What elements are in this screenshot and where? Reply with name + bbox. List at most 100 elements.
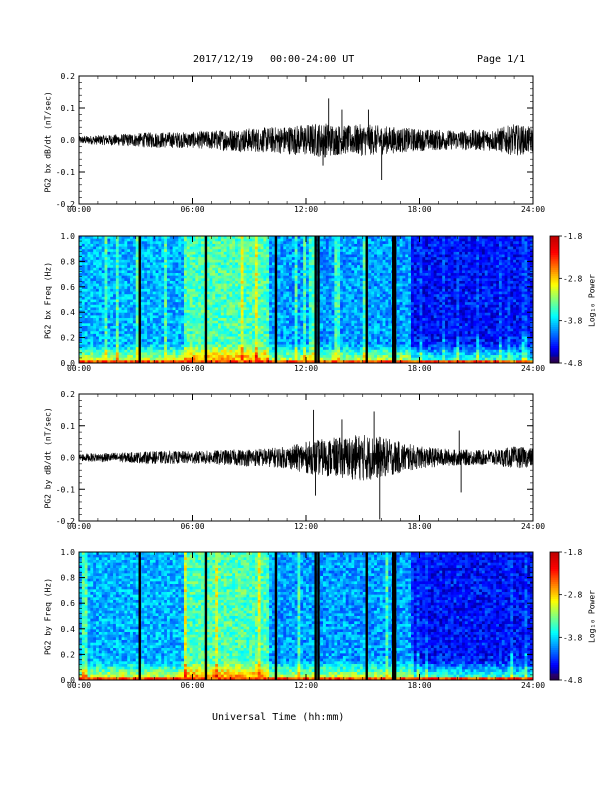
x-tick-label: 18:00 [407, 681, 431, 690]
colorbar-cell [550, 663, 559, 666]
colorbar-cell [550, 593, 559, 596]
colorbar-frame [550, 236, 559, 363]
colorbar-cell [550, 575, 559, 578]
colorbar-cell [550, 325, 559, 328]
colorbar-cell [550, 597, 559, 600]
colorbar-cell [550, 637, 559, 640]
x-tick-label: 18:00 [407, 205, 431, 214]
x-tick-label: 00:00 [67, 205, 91, 214]
x-tick-label: 00:00 [67, 681, 91, 690]
x-tick-label: 12:00 [294, 364, 318, 373]
colorbar-cell [550, 323, 559, 326]
colorbar-cell [550, 669, 559, 672]
colorbar-cell [550, 595, 559, 598]
y-tick-label: 0.6 [61, 599, 76, 608]
colorbar-cell [550, 654, 559, 657]
chart-date: 2017/12/19 [193, 54, 253, 65]
colorbar-cell [550, 249, 559, 252]
colorbar-cell [550, 674, 559, 677]
colorbar-cell [550, 567, 559, 570]
colorbar-cell [550, 261, 559, 264]
colorbar-cell [550, 289, 559, 292]
bx-colorbar-label: Log₁₀ Power [588, 261, 597, 341]
colorbar-cell [550, 302, 559, 305]
colorbar-tick-label: -3.8 [563, 633, 582, 642]
colorbar-cell [550, 236, 559, 239]
colorbar-tick-label: -4.8 [563, 359, 582, 368]
colorbar-cell [550, 304, 559, 307]
colorbar-cell [550, 657, 559, 660]
colorbar-cell [550, 610, 559, 613]
data-gap [394, 236, 396, 363]
colorbar-cell [550, 344, 559, 347]
colorbar-cell [550, 665, 559, 668]
colorbar-cell [550, 338, 559, 341]
colorbar-cell [550, 272, 559, 275]
y-tick-label: 0.1 [61, 422, 76, 431]
x-tick-label: 06:00 [180, 522, 204, 531]
colorbar-cell [550, 565, 559, 568]
colorbar-cell [550, 652, 559, 655]
x-tick-label: 06:00 [180, 205, 204, 214]
colorbar-cell [550, 335, 559, 338]
colorbar-cell [550, 270, 559, 273]
colorbar-tick-label: -3.8 [563, 317, 582, 326]
colorbar-cell [550, 586, 559, 589]
colorbar-cell [550, 359, 559, 362]
colorbar-cell [550, 616, 559, 619]
by-timeseries-ylabel: PG2 by dB/dt (nT/sec) [44, 409, 53, 509]
colorbar-frame [550, 552, 559, 680]
colorbar-cell [550, 667, 559, 670]
y-tick-label: 0.4 [61, 625, 76, 634]
colorbar-cell [550, 578, 559, 581]
colorbar-cell [550, 331, 559, 334]
bx-spectrogram-ylabel: PG2 bx Freq (Hz) [44, 251, 53, 351]
signal-trace [79, 124, 533, 158]
colorbar-cell [550, 295, 559, 298]
colorbar-cell [550, 582, 559, 585]
colorbar-cell [550, 264, 559, 267]
x-tick-label: 12:00 [294, 522, 318, 531]
colorbar-cell [550, 321, 559, 324]
colorbar-cell [550, 308, 559, 311]
colorbar-cell [550, 659, 559, 662]
data-gap [275, 552, 277, 680]
plot-frame [79, 76, 533, 204]
spectrogram-cells [79, 236, 533, 363]
colorbar-cell [550, 310, 559, 313]
colorbar-cell [550, 247, 559, 250]
colorbar-cell [550, 618, 559, 621]
colorbar-cell [550, 573, 559, 576]
y-tick-label: 0.2 [61, 334, 76, 343]
x-tick-label: 00:00 [67, 364, 91, 373]
y-tick-label: 0.0 [61, 676, 76, 685]
colorbar-cell [550, 556, 559, 559]
colorbar-cell [550, 571, 559, 574]
colorbar-cell [550, 646, 559, 649]
colorbar-cell [550, 590, 559, 593]
x-tick-label: 18:00 [407, 364, 431, 373]
colorbar-cell [550, 306, 559, 309]
colorbar-cell [550, 352, 559, 355]
colorbar-cell [550, 297, 559, 300]
colorbar-cell [550, 625, 559, 628]
by-colorbar-label: Log₁₀ Power [588, 577, 597, 657]
data-gap [317, 552, 319, 680]
colorbar-cell [550, 266, 559, 269]
y-tick-label: 0.2 [61, 390, 76, 399]
colorbar-cell [550, 569, 559, 572]
data-gap [392, 236, 394, 363]
colorbar-cell [550, 291, 559, 294]
data-gap [317, 236, 319, 363]
colorbar-cell [550, 319, 559, 322]
colorbar-cell [550, 346, 559, 349]
colorbar-cell [550, 676, 559, 679]
y-tick-label: 0.2 [61, 650, 76, 659]
colorbar-cell [550, 240, 559, 243]
data-gap [392, 552, 394, 680]
colorbar-cell [550, 274, 559, 277]
y-tick-label: 0.8 [61, 257, 76, 266]
colorbar-cell [550, 588, 559, 591]
colorbar-cell [550, 580, 559, 583]
colorbar-cell [550, 644, 559, 647]
